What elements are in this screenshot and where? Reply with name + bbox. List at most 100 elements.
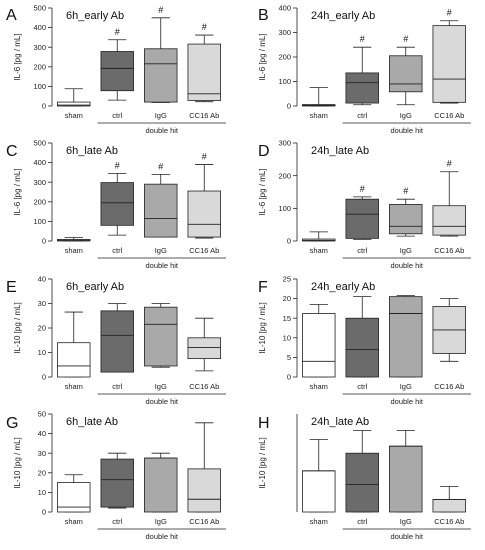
x-category-label: sham	[65, 246, 83, 255]
panel-letter: E	[6, 279, 17, 296]
y-axis-label: IL-10 [pg / mL]	[258, 302, 267, 354]
box-body	[432, 499, 466, 513]
y-tick-label: 15	[283, 314, 291, 323]
x-category-label: CC16 Ab	[189, 246, 219, 255]
x-category-label: CC16 Ab	[434, 517, 464, 526]
y-tick-label: 0	[42, 373, 46, 382]
box-cc16-ab: #	[432, 8, 466, 104]
box-ctrl: #	[100, 27, 134, 101]
box-sham	[302, 231, 336, 242]
significance-mark: #	[360, 184, 365, 194]
box-body	[302, 313, 336, 378]
box-ctrl: #	[100, 160, 134, 236]
x-category-label: ctrl	[357, 382, 367, 391]
x-category-label: sham	[310, 246, 328, 255]
y-tick-label: 25	[283, 275, 291, 284]
y-tick-label: 300	[33, 43, 46, 52]
box-body	[389, 445, 423, 513]
significance-mark: #	[403, 34, 408, 44]
y-tick-label: 10	[38, 348, 46, 357]
y-axis-label: IL-6 [pg / mL]	[13, 168, 22, 215]
y-tick-label: 40	[38, 275, 46, 284]
panel-b: B 24h_early Ab 0 100 200 300 400 IL-6 [pg / mL]…	[258, 4, 471, 135]
box-body	[432, 205, 466, 236]
box-igg: #	[144, 5, 178, 103]
box-cc16-ab	[432, 298, 466, 362]
y-tick-label: 20	[38, 468, 46, 477]
y-tick-label: 40	[38, 429, 46, 438]
y-tick-label: 500	[33, 139, 46, 148]
box-igg: #	[144, 161, 178, 238]
box-body	[345, 198, 379, 239]
group-label: double hit	[145, 397, 178, 406]
box-body	[100, 51, 134, 92]
y-tick-label: 400	[278, 4, 291, 13]
box-body	[302, 470, 336, 513]
x-category-label: ctrl	[112, 111, 122, 120]
y-tick-label: 0	[42, 508, 46, 517]
x-category-label: ctrl	[357, 246, 367, 255]
y-tick-label: 0	[287, 237, 291, 246]
x-category-label: sham	[65, 382, 83, 391]
box-body	[57, 342, 91, 378]
y-tick-label: 10	[38, 488, 46, 497]
box-cc16-ab: #	[187, 152, 221, 239]
box-body	[144, 306, 178, 367]
panel-letter: F	[258, 279, 268, 296]
y-tick-label: 300	[278, 139, 291, 148]
panel-letter: G	[6, 415, 18, 432]
y-tick-label: 400	[33, 23, 46, 32]
x-category-label: sham	[310, 382, 328, 391]
box-body	[432, 25, 466, 103]
panel-letter: H	[258, 415, 270, 432]
box-body	[144, 457, 178, 513]
box-sham	[57, 311, 91, 378]
significance-mark: #	[158, 5, 163, 15]
box-sham	[302, 87, 336, 107]
y-tick-label: 200	[33, 197, 46, 206]
y-tick-label: 20	[38, 324, 46, 333]
panel-title: 6h_early Ab	[66, 10, 124, 22]
panel-title: 6h_late Ab	[66, 416, 118, 428]
panel-h: H 24h_late Ab IL-10 [pg / mL] sham ctrl IgG CC…	[258, 414, 471, 541]
group-label: double hit	[390, 126, 423, 135]
y-tick-label: 100	[278, 204, 291, 213]
box-igg	[389, 430, 423, 513]
y-tick-label: 30	[38, 299, 46, 308]
y-tick-label: 300	[278, 28, 291, 37]
panel-g: G 6h_late Ab 0 10 20 30 40 50 IL-10 [pg / mL] sha…	[6, 410, 226, 541]
box-sham	[302, 439, 336, 513]
box-cc16-ab	[187, 422, 221, 513]
y-tick-label: 10	[283, 333, 291, 342]
x-category-label: CC16 Ab	[189, 517, 219, 526]
panel-letter: A	[6, 7, 17, 24]
box-igg: #	[389, 34, 423, 106]
box-sham	[57, 474, 91, 513]
y-tick-label: 400	[33, 158, 46, 167]
y-tick-label: 200	[33, 62, 46, 71]
box-cc16-ab	[432, 486, 466, 513]
box-ctrl: #	[345, 34, 379, 106]
y-tick-label: 0	[42, 237, 46, 246]
panel-title: 24h_early Ab	[311, 10, 375, 22]
group-label: double hit	[390, 261, 423, 270]
panel-title: 24h_early Ab	[311, 281, 375, 293]
y-tick-label: 0	[42, 102, 46, 111]
box-sham	[57, 237, 91, 242]
x-category-label: IgG	[400, 111, 412, 120]
x-category-label: IgG	[400, 517, 412, 526]
box-ctrl	[345, 430, 379, 513]
box-body	[187, 337, 221, 360]
panel-a: A 6h_early Ab 0 100 200 300 400 500 IL-6 [pg / m…	[6, 4, 226, 135]
panel-title: 24h_late Ab	[311, 416, 369, 428]
box-cc16-ab: #	[432, 159, 466, 237]
x-category-label: sham	[310, 517, 328, 526]
panel-e: E 6h_early Ab 0 10 20 30 40 IL-10 [pg / mL] sham…	[6, 275, 226, 406]
y-axis-label: IL-10 [pg / mL]	[13, 302, 22, 354]
box-ctrl: #	[345, 184, 379, 240]
significance-mark: #	[447, 159, 452, 169]
box-ctrl	[100, 303, 134, 373]
y-tick-label: 20	[283, 294, 291, 303]
panel-title: 6h_early Ab	[66, 281, 124, 293]
